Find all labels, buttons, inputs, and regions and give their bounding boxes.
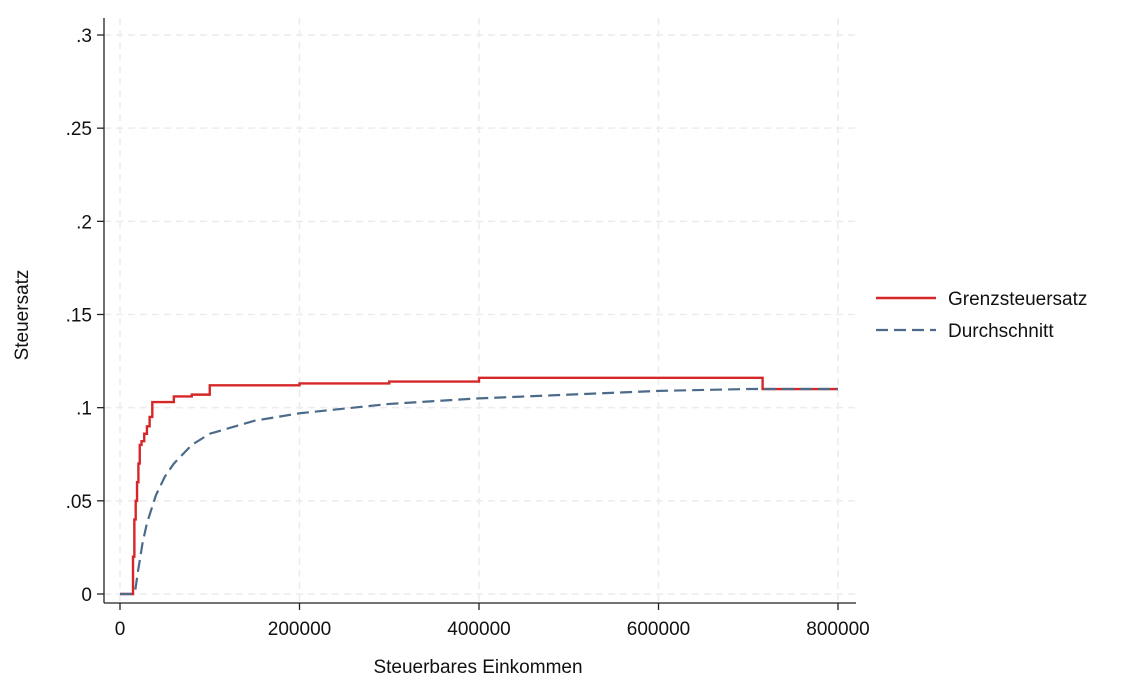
legend-label-1: Grenzsteuersatz (948, 289, 1087, 310)
legend-label-2: Durchschnitt (948, 321, 1054, 342)
series-line-2 (120, 387, 838, 596)
y-tick-label: .15 (66, 306, 92, 327)
x-tick-label: 600000 (627, 619, 690, 640)
x-tick-label: 800000 (806, 619, 869, 640)
x-tick-label: 400000 (447, 619, 510, 640)
x-axis-title: Steuerbares Einkommen (373, 657, 582, 678)
x-tick-label: 200000 (268, 619, 331, 640)
y-tick-label: .05 (66, 492, 92, 513)
y-axis-title: Steuersatz (12, 270, 33, 361)
y-tick-label: .1 (76, 399, 92, 420)
series-line-1 (120, 376, 838, 596)
gridlines (104, 18, 856, 603)
axes: 0 .05 .1 .15 .2 .25 .3 0 200000 400000 600000 80000… (66, 18, 870, 640)
y-tick-label: .2 (76, 212, 92, 233)
y-tick-label: .25 (66, 119, 92, 140)
x-tick-label: 0 (115, 619, 126, 640)
y-tick-label: .3 (76, 26, 92, 47)
y-tick-label: 0 (81, 585, 92, 606)
legend: Grenzsteuersatz Durchschnitt (876, 289, 1087, 342)
series-lines (120, 376, 838, 596)
